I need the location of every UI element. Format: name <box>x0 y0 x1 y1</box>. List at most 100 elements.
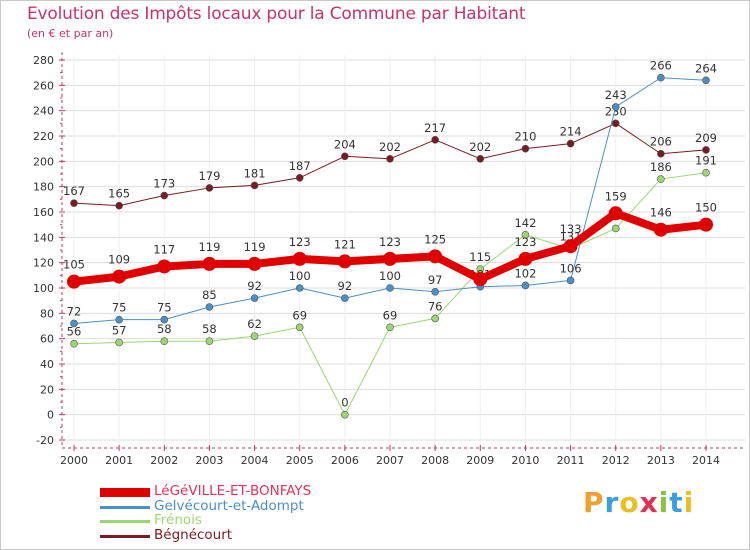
x-tick-label: 2006 <box>331 454 359 467</box>
logo-letter: i <box>683 486 695 519</box>
data-label-fr-nois: 186 <box>650 160 672 174</box>
data-point-l-g-ville-et-bonfays <box>337 254 352 269</box>
data-point-fr-nois <box>611 224 620 233</box>
data-label-gelv-court-et-adompt: 92 <box>247 279 262 293</box>
data-label-gelv-court-et-adompt: 106 <box>560 261 582 275</box>
data-label-gelv-court-et-adompt: 97 <box>428 273 443 287</box>
data-label-l-g-ville-et-bonfays: 123 <box>289 235 311 249</box>
data-label-b-gn-court: 209 <box>695 131 717 145</box>
y-tick-label: 180 <box>33 181 54 194</box>
data-point-b-gn-court <box>295 174 304 182</box>
data-label-fr-nois: 191 <box>695 154 717 168</box>
data-label-fr-nois: 58 <box>202 322 217 336</box>
data-point-b-gn-court <box>341 152 349 161</box>
chart-title: Evolution des Impôts locaux pour la Comm… <box>27 4 526 24</box>
data-label-b-gn-court: 206 <box>650 135 672 149</box>
x-tick-label: 2000 <box>60 454 88 467</box>
y-tick-label: 0 <box>47 409 54 422</box>
x-tick-label: 2008 <box>421 454 449 467</box>
logo-letter: P <box>583 486 605 519</box>
data-label-b-gn-court: 214 <box>560 125 582 139</box>
y-tick-label: 20 <box>40 383 54 396</box>
data-point-l-g-ville-et-bonfays <box>383 251 397 266</box>
data-point-fr-nois <box>115 338 123 347</box>
x-tick-label: 2003 <box>195 454 223 467</box>
data-label-gelv-court-et-adompt: 266 <box>650 59 672 73</box>
legend-swatch <box>100 534 150 538</box>
data-label-fr-nois: 115 <box>469 250 491 264</box>
y-tick-label: 200 <box>33 155 54 168</box>
x-tick-label: 2010 <box>511 454 539 467</box>
y-tick-label: 260 <box>33 79 54 92</box>
data-label-b-gn-court: 204 <box>334 137 356 151</box>
x-tick-label: 2011 <box>557 454 585 467</box>
data-point-fr-nois <box>70 339 78 348</box>
data-label-gelv-court-et-adompt: 102 <box>514 266 536 280</box>
data-point-fr-nois <box>160 337 169 346</box>
legend-label: Frénois <box>154 512 202 528</box>
data-label-b-gn-court: 181 <box>244 166 266 180</box>
data-point-gelv-court-et-adompt <box>115 315 123 324</box>
data-point-b-gn-court <box>657 149 665 158</box>
y-tick-label: 140 <box>33 231 54 244</box>
data-point-l-g-ville-et-bonfays <box>699 217 713 232</box>
data-label-l-g-ville-et-bonfays: 159 <box>605 189 627 203</box>
y-tick-label: 80 <box>40 307 54 320</box>
data-point-gelv-court-et-adompt <box>205 303 214 311</box>
proxiti-logo: Proxiti <box>583 486 694 519</box>
data-point-l-g-ville-et-bonfays <box>608 206 623 221</box>
data-label-gelv-court-et-adompt: 85 <box>202 288 217 302</box>
data-point-fr-nois <box>250 332 259 340</box>
logo-letter: r <box>604 486 620 519</box>
legend-label: LéGéVILLE-ET-BONFAYS <box>154 483 312 499</box>
x-tick-label: 2013 <box>647 454 675 467</box>
logo-letter: x <box>639 486 659 519</box>
data-label-fr-nois: 69 <box>292 308 307 322</box>
data-point-l-g-ville-et-bonfays <box>67 274 81 289</box>
data-point-gelv-court-et-adompt <box>341 294 349 302</box>
data-label-fr-nois: 76 <box>428 299 443 313</box>
y-tick-label: 280 <box>33 54 54 67</box>
data-point-l-g-ville-et-bonfays <box>292 251 307 266</box>
data-point-gelv-court-et-adompt <box>160 315 169 324</box>
data-label-b-gn-court: 210 <box>514 130 536 144</box>
data-point-l-g-ville-et-bonfays <box>247 256 262 271</box>
data-label-fr-nois: 62 <box>247 317 262 331</box>
data-point-gelv-court-et-adompt <box>431 287 439 296</box>
data-label-gelv-court-et-adompt: 72 <box>67 304 82 318</box>
data-label-gelv-court-et-adompt: 243 <box>605 88 627 102</box>
x-tick-label: 2014 <box>692 454 720 467</box>
data-label-l-g-ville-et-bonfays: 119 <box>198 240 220 254</box>
y-tick-label: 240 <box>33 105 54 118</box>
data-point-fr-nois <box>386 323 394 332</box>
data-point-l-g-ville-et-bonfays <box>428 249 443 264</box>
logo-letter: t <box>669 486 684 519</box>
data-label-b-gn-court: 217 <box>424 121 446 135</box>
y-tick-label: 220 <box>33 130 54 143</box>
legend-label: Gelvécourt-et-Adompt <box>154 497 304 514</box>
data-point-l-g-ville-et-bonfays <box>473 272 488 287</box>
data-label-b-gn-court: 202 <box>379 140 401 154</box>
data-label-l-g-ville-et-bonfays: 117 <box>153 242 175 256</box>
y-tick-label: 40 <box>40 358 54 371</box>
data-point-b-gn-court <box>431 136 439 144</box>
data-label-fr-nois: 69 <box>383 308 398 322</box>
data-point-b-gn-court <box>521 144 530 153</box>
data-point-fr-nois <box>657 175 665 183</box>
data-label-gelv-court-et-adompt: 100 <box>289 269 311 283</box>
data-point-b-gn-court <box>386 155 394 163</box>
data-point-b-gn-court <box>566 139 575 148</box>
data-label-l-g-ville-et-bonfays: 121 <box>334 237 356 251</box>
data-label-b-gn-court: 165 <box>108 187 130 201</box>
data-label-l-g-ville-et-bonfays: 109 <box>108 253 130 267</box>
data-label-fr-nois: 0 <box>341 396 348 410</box>
x-tick-label: 2007 <box>376 454 404 467</box>
data-point-b-gn-court <box>476 155 485 163</box>
data-point-gelv-court-et-adompt <box>295 284 304 292</box>
data-point-fr-nois <box>431 314 439 323</box>
chart-subtitle: (en € et par an) <box>27 27 114 40</box>
data-label-l-g-ville-et-bonfays: 119 <box>244 240 266 254</box>
y-tick-label: 160 <box>33 206 54 219</box>
y-tick-label: 120 <box>33 257 54 270</box>
data-label-l-g-ville-et-bonfays: 123 <box>379 235 401 249</box>
